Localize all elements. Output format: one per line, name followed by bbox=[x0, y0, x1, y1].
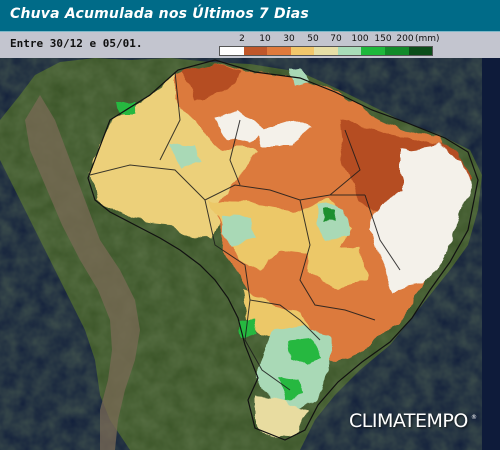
andes-ridge bbox=[25, 95, 140, 450]
legend-tick: 10 bbox=[259, 34, 271, 44]
legend-tick: 200 bbox=[396, 34, 414, 44]
legend-swatch bbox=[243, 47, 268, 55]
legend-swatch bbox=[384, 47, 409, 55]
date-range-label: Entre 30/12 e 05/01. bbox=[10, 37, 143, 50]
logo-trademark: ® bbox=[471, 414, 477, 421]
legend-swatch bbox=[337, 47, 362, 55]
legend-swatch bbox=[220, 47, 244, 55]
legend-tick: 100 bbox=[351, 34, 369, 44]
rainfall-field bbox=[90, 62, 470, 440]
legend-swatch bbox=[290, 47, 315, 55]
legend-color-bar bbox=[219, 46, 433, 56]
legend-swatch bbox=[408, 47, 433, 55]
state-boundaries bbox=[89, 71, 401, 391]
legend-swatch bbox=[267, 47, 291, 55]
legend-tick: 70 bbox=[330, 34, 342, 44]
legend-tick: 150 bbox=[374, 34, 392, 44]
brazil-border bbox=[87, 59, 479, 441]
legend-swatch bbox=[361, 47, 385, 55]
legend-unit: (mm) bbox=[415, 34, 440, 44]
legend-swatch bbox=[314, 47, 338, 55]
legend-tick: 50 bbox=[307, 34, 319, 44]
legend-tick: 2 bbox=[239, 34, 245, 44]
legend-tick: 30 bbox=[283, 34, 295, 44]
legend-ticks: 2 10 30 50 70 100 150 200 (mm) bbox=[219, 34, 440, 45]
climatempo-logo: CLIMATEMPO bbox=[349, 410, 468, 432]
title-bar: Chuva Acumulada nos Últimos 7 Dias bbox=[0, 0, 500, 32]
page-title: Chuva Acumulada nos Últimos 7 Dias bbox=[10, 6, 309, 22]
precipitation-legend: 2 10 30 50 70 100 150 200 (mm) bbox=[219, 34, 440, 56]
